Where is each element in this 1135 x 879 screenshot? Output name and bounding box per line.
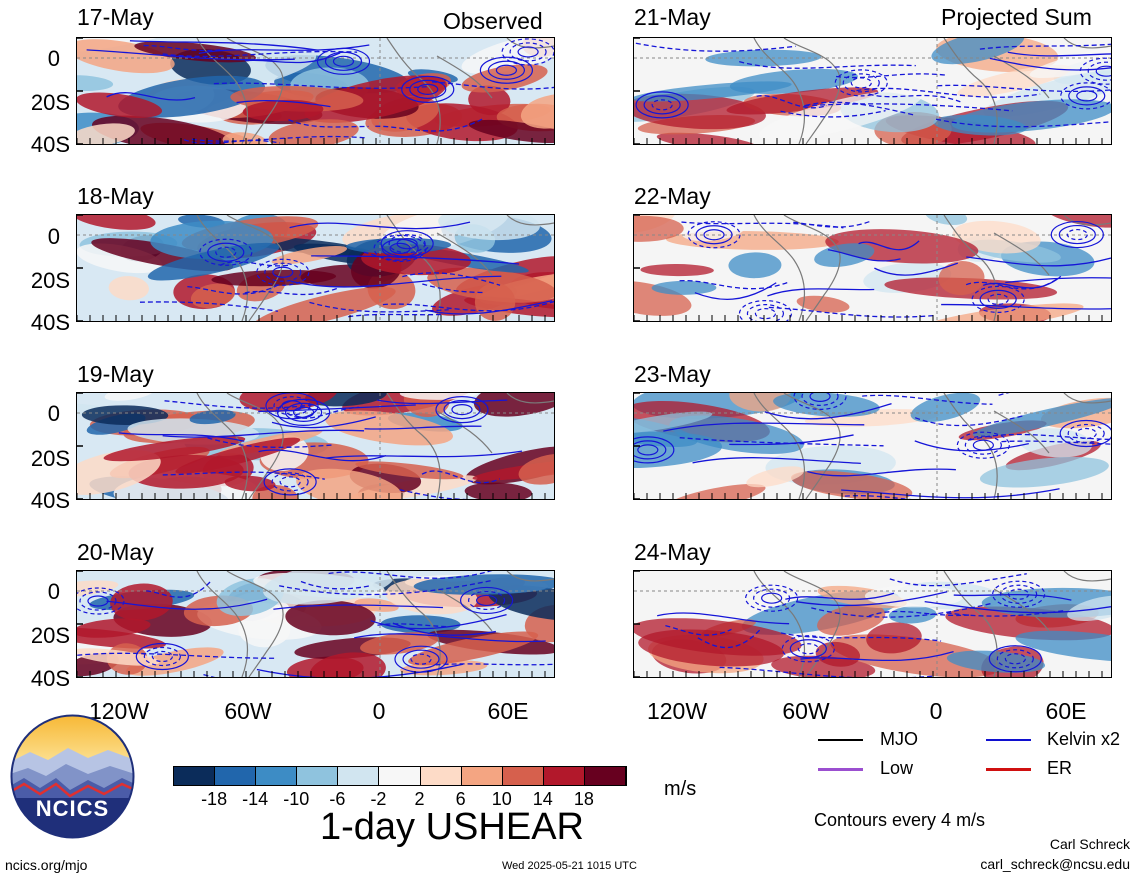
colorbar-cell xyxy=(297,767,339,785)
lon-label-120w: 120W xyxy=(88,698,150,724)
colorbar-cell xyxy=(338,767,380,785)
observed-header: Observed xyxy=(443,8,543,34)
colorbar-cell xyxy=(420,767,462,785)
date-label-left-2: 18-May xyxy=(77,183,154,209)
footer-author: Carl Schreck xyxy=(1049,836,1130,852)
colorbar-cell xyxy=(379,767,421,785)
lat-label-40s: 40S xyxy=(30,310,70,335)
colorbar-cell xyxy=(461,767,503,785)
footer-url[interactable]: ncics.org/mjo xyxy=(5,857,88,873)
lon-label-60e: 60E xyxy=(487,698,529,724)
ncics-logo[interactable]: NCICS xyxy=(10,714,135,839)
map-panel-obs-4 xyxy=(76,570,555,678)
lat-label-40s: 40S xyxy=(30,488,70,513)
lon-label-0: 0 xyxy=(372,698,386,724)
map-panel-proj-1 xyxy=(633,37,1112,145)
ncics-logo-text: NCICS xyxy=(35,796,110,821)
colorbar-tick-label: 14 xyxy=(532,789,553,809)
lat-label-20s: 20S xyxy=(30,268,70,293)
colorbar-tick-label: -2 xyxy=(370,789,387,809)
lon-label-60w: 60W xyxy=(782,698,830,724)
projected-sum-header: Projected Sum xyxy=(941,4,1092,30)
lat-label-40s: 40S xyxy=(30,132,70,157)
contour-note: Contours every 4 m/s xyxy=(814,810,986,830)
map-panel-obs-2 xyxy=(76,214,555,322)
legend-label-mjo: MJO xyxy=(880,729,918,749)
colorbar-tick-label: 10 xyxy=(491,789,512,809)
legend-label-low: Low xyxy=(880,758,914,778)
colorbar-tick-label: 6 xyxy=(455,789,466,809)
lon-label-0: 0 xyxy=(929,698,943,724)
map-panel-obs-3 xyxy=(76,392,555,500)
colorbar-tick-label: 18 xyxy=(573,789,594,809)
colorbar-cell xyxy=(215,767,257,785)
legend-label-kelvin: Kelvin x2 xyxy=(1047,729,1121,749)
date-label-left-3: 19-May xyxy=(77,361,154,387)
legend-line-low xyxy=(818,768,863,771)
map-panel-obs-1 xyxy=(76,37,555,145)
colorbar-cell xyxy=(543,767,585,785)
footer-email[interactable]: carl_schreck@ncsu.edu xyxy=(980,856,1130,872)
lat-label-0: 0 xyxy=(47,46,60,71)
lon-label-120w: 120W xyxy=(646,698,708,724)
footer-timestamp: Wed 2025-05-21 1015 UTC xyxy=(502,860,637,872)
colorbar-tick-label: 2 xyxy=(414,789,425,809)
colorbar-tick-label: -6 xyxy=(329,789,346,809)
map-panel-proj-2 xyxy=(633,214,1112,322)
legend-line-kelvin xyxy=(986,739,1031,741)
chart-title: 1-day USHEAR xyxy=(320,806,584,848)
lat-label-20s: 20S xyxy=(30,623,70,648)
map-panel-proj-3 xyxy=(633,392,1112,500)
date-label-right-2: 22-May xyxy=(634,183,711,209)
date-label-left-1: 17-May xyxy=(77,4,154,30)
lat-label-0: 0 xyxy=(47,224,60,249)
colorbar-cell xyxy=(174,767,216,785)
lat-label-0: 0 xyxy=(47,401,60,426)
lat-label-20s: 20S xyxy=(30,90,70,115)
colorbar-cell xyxy=(256,767,298,785)
colorbar xyxy=(173,766,627,786)
colorbar-units: m/s xyxy=(664,778,697,800)
colorbar-tick-label: -14 xyxy=(242,789,269,809)
colorbar-cell xyxy=(584,767,626,785)
legend-line-mjo xyxy=(818,739,863,741)
colorbar-cell xyxy=(502,767,544,785)
legend-label-er: ER xyxy=(1047,758,1073,778)
lat-label-20s: 20S xyxy=(30,446,70,471)
lon-label-60e: 60E xyxy=(1045,698,1087,724)
lat-label-40s: 40S xyxy=(30,666,70,691)
lat-label-0: 0 xyxy=(47,579,60,604)
date-label-right-1: 21-May xyxy=(634,4,711,30)
date-label-right-3: 23-May xyxy=(634,361,711,387)
legend-line-er xyxy=(986,768,1031,771)
date-label-right-4: 24-May xyxy=(634,539,711,565)
map-panel-proj-4 xyxy=(633,570,1112,678)
colorbar-tick-label: -10 xyxy=(283,789,310,809)
date-label-left-4: 20-May xyxy=(77,539,154,565)
colorbar-tick-label: -18 xyxy=(201,789,228,809)
lon-label-60w: 60W xyxy=(224,698,272,724)
